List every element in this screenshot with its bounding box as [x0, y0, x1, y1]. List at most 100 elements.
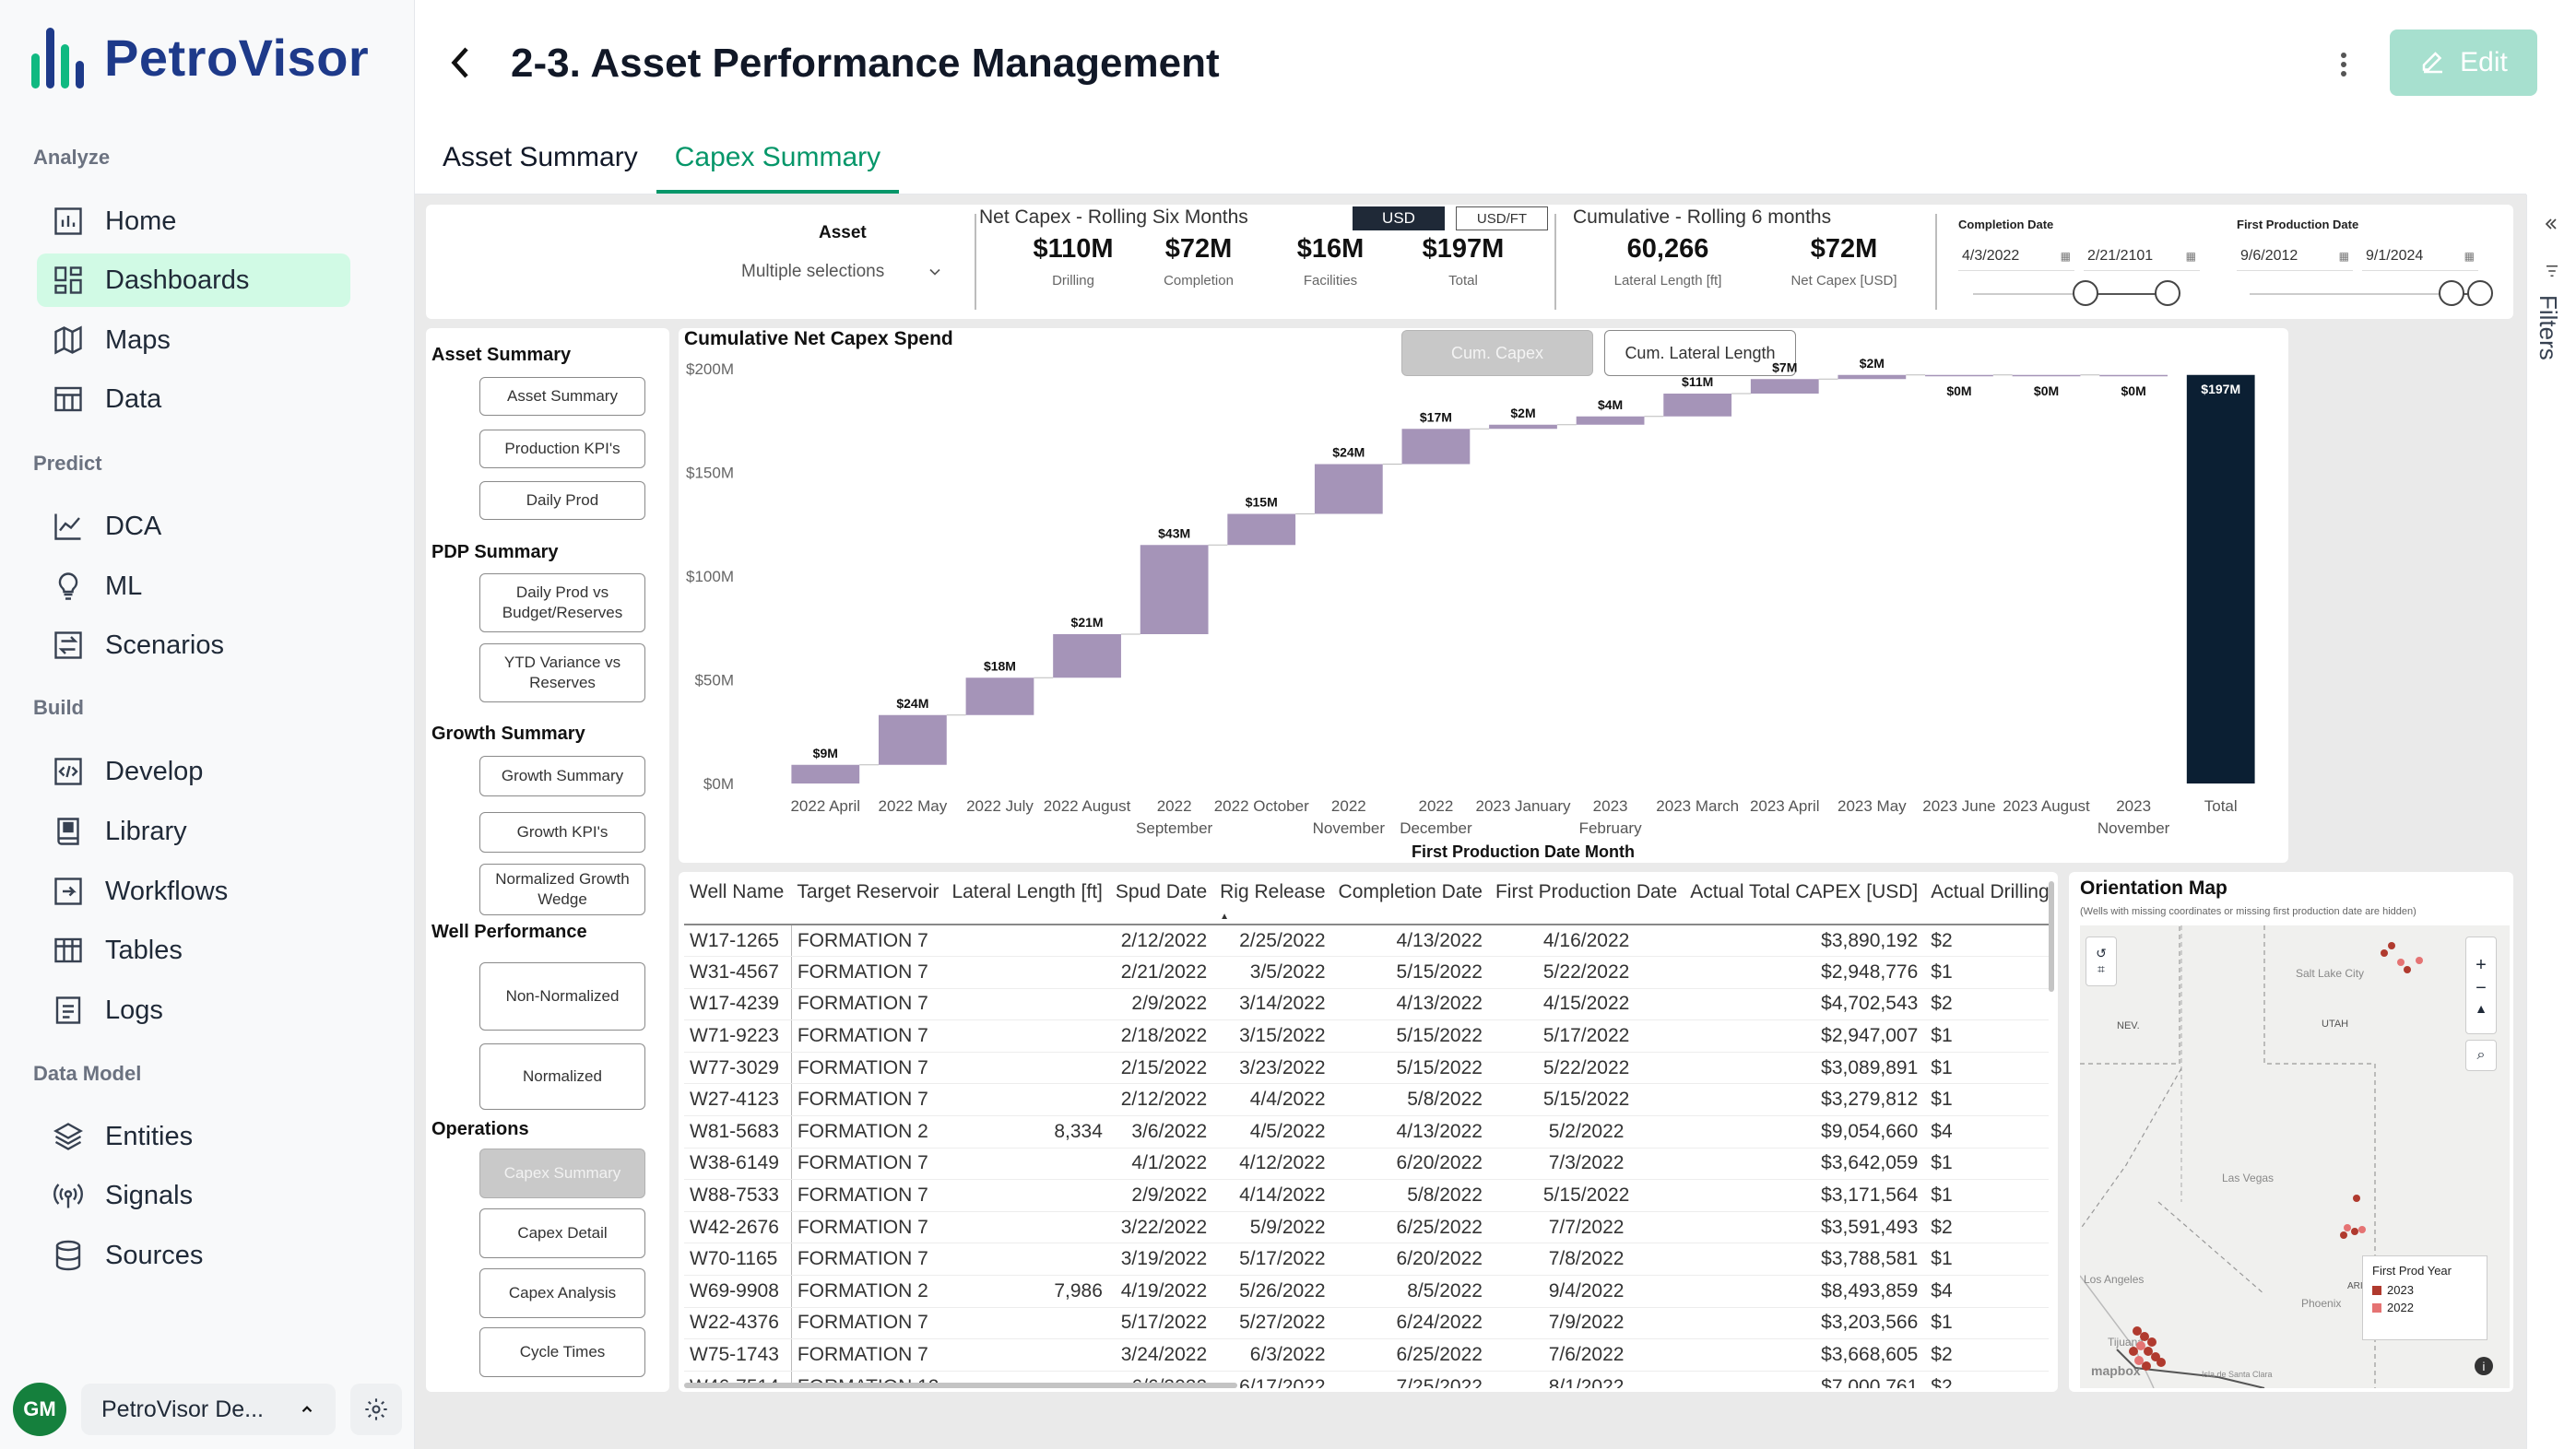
column-header[interactable]: Actual Total CAPEX [USD]	[1684, 876, 1926, 925]
well-marker[interactable]	[2147, 1337, 2157, 1347]
column-header[interactable]: Target Reservoir	[791, 876, 947, 925]
well-marker[interactable]	[2134, 1356, 2144, 1365]
table-row[interactable]: W17-4239 FORMATION 7 2/9/2022 3/14/2022 4/13…	[684, 988, 2049, 1021]
column-header[interactable]: First Production Date	[1489, 876, 1685, 925]
completion-date-from[interactable]: 4/3/2022 ▦	[1958, 242, 2074, 271]
well-marker[interactable]	[2344, 1224, 2351, 1231]
well-marker[interactable]	[2129, 1347, 2138, 1356]
map-draw-tools[interactable]: ↺ ⌗	[2086, 937, 2117, 986]
completion-slider-end-handle[interactable]	[2155, 280, 2180, 306]
sidebar-item-maps[interactable]: Maps	[37, 313, 350, 367]
column-header[interactable]: Spud Date	[1109, 876, 1215, 925]
vertical-scrollbar[interactable]	[2049, 881, 2054, 992]
workspace-selector[interactable]: PetroVisor De...	[81, 1384, 336, 1435]
well-marker[interactable]	[2388, 942, 2395, 949]
nav-capex-detail-button[interactable]: Capex Detail	[479, 1208, 645, 1258]
first-production-date-to[interactable]: 9/1/2024 ▦	[2362, 242, 2478, 271]
well-marker[interactable]	[2140, 1332, 2149, 1341]
well-marker[interactable]	[2397, 959, 2405, 966]
well-marker[interactable]	[2340, 1231, 2347, 1239]
sidebar-item-tables[interactable]: Tables	[37, 924, 350, 977]
unit-usd-ft-button[interactable]: USD/FT	[1456, 206, 1548, 230]
column-header[interactable]: Rig Release ▲	[1214, 876, 1333, 925]
column-header[interactable]: Well Name	[684, 876, 792, 925]
well-marker[interactable]	[2353, 1195, 2360, 1202]
well-marker[interactable]	[2144, 1347, 2153, 1356]
table-row[interactable]: W31-4567 FORMATION 7 2/21/2022 3/5/2022 5/15…	[684, 956, 2049, 989]
column-header[interactable]: Completion Date	[1332, 876, 1490, 925]
nav-production-kpis-button[interactable]: Production KPI's	[479, 430, 645, 468]
nav-ytd-variance-button[interactable]: YTD Variance vs Reserves	[479, 643, 645, 702]
table-row[interactable]: W71-9223 FORMATION 7 2/18/2022 3/15/2022 5/1…	[684, 1019, 2049, 1053]
sidebar-item-workflows[interactable]: Workflows	[37, 865, 350, 918]
nav-capex-analysis-button[interactable]: Capex Analysis	[479, 1268, 645, 1318]
first-production-date-from[interactable]: 9/6/2012 ▦	[2237, 242, 2353, 271]
table-row[interactable]: W81-5683 FORMATION 2 8,334 3/6/2022 4/5/2022…	[684, 1115, 2049, 1149]
table-row[interactable]: W88-7533 FORMATION 7 2/9/2022 4/14/2022 5/8/…	[684, 1179, 2049, 1212]
info-icon[interactable]: i	[2475, 1357, 2493, 1375]
well-marker[interactable]	[2142, 1361, 2151, 1371]
map-search-button[interactable]: ⌕	[2465, 1040, 2497, 1071]
nav-asset-summary-button[interactable]: Asset Summary	[479, 377, 645, 416]
cum-lateral-length-toggle[interactable]: Cum. Lateral Length	[1604, 330, 1796, 376]
well-marker[interactable]	[2358, 1226, 2366, 1233]
edit-button[interactable]: Edit	[2390, 29, 2537, 96]
first-production-slider-start-handle[interactable]	[2439, 280, 2464, 306]
avatar[interactable]: GM	[13, 1383, 66, 1436]
nav-non-normalized-button[interactable]: Non-Normalized	[479, 962, 645, 1031]
table-row[interactable]: W27-4123 FORMATION 7 2/12/2022 4/4/2022 5/8/…	[684, 1083, 2049, 1117]
column-header[interactable]: Actual Drilling CAP	[1925, 876, 2049, 925]
asset-slicer[interactable]: Multiple selections	[738, 254, 951, 289]
table-row[interactable]: W69-9908 FORMATION 2 7,986 4/19/2022 5/26/20…	[684, 1275, 2049, 1308]
sidebar-item-scenarios[interactable]: Scenarios	[37, 618, 350, 672]
tab-capex-summary[interactable]: Capex Summary	[656, 135, 900, 194]
back-button[interactable]	[444, 41, 478, 85]
well-marker[interactable]	[2381, 949, 2388, 957]
sidebar-item-ml[interactable]: ML	[37, 560, 350, 613]
sidebar-item-signals[interactable]: Signals	[37, 1169, 350, 1222]
nav-growth-summary-button[interactable]: Growth Summary	[479, 756, 645, 796]
nav-normalized-button[interactable]: Normalized	[479, 1043, 645, 1110]
sidebar-item-data[interactable]: Data	[37, 372, 350, 426]
logo[interactable]: PetroVisor	[31, 26, 369, 88]
compass-icon[interactable]: ▲	[2475, 1001, 2487, 1016]
table-row[interactable]: W42-2676 FORMATION 7 3/22/2022 5/9/2022 6/25…	[684, 1211, 2049, 1244]
filters-label[interactable]: Filters	[2535, 295, 2562, 360]
horizontal-scrollbar[interactable]	[684, 1383, 1237, 1388]
nav-capex-summary-button[interactable]: Capex Summary	[479, 1149, 645, 1198]
well-marker[interactable]	[2157, 1358, 2166, 1367]
sidebar-item-entities[interactable]: Entities	[37, 1110, 350, 1163]
well-marker[interactable]	[2416, 957, 2423, 964]
sidebar-item-home[interactable]: Home	[37, 194, 350, 248]
tab-asset-summary[interactable]: Asset Summary	[443, 142, 638, 172]
nav-daily-prod-vs-budget-button[interactable]: Daily Prod vs Budget/Reserves	[479, 573, 645, 632]
filters-pane[interactable]	[2526, 194, 2576, 1449]
lasso-icon[interactable]: ↺	[2096, 946, 2107, 960]
unit-usd-button[interactable]: USD	[1353, 206, 1445, 230]
well-marker[interactable]	[2351, 1228, 2358, 1235]
select-box-icon[interactable]: ⌗	[2097, 961, 2105, 976]
nav-cycle-times-button[interactable]: Cycle Times	[479, 1327, 645, 1377]
column-header[interactable]: Lateral Length [ft]	[946, 876, 1110, 925]
first-production-slider-end-handle[interactable]	[2467, 280, 2493, 306]
well-marker[interactable]	[2133, 1326, 2142, 1336]
nav-normalized-growth-wedge-button[interactable]: Normalized Growth Wedge	[479, 864, 645, 915]
table-row[interactable]: W17-1265 FORMATION 7 2/12/2022 2/25/2022 4/1…	[684, 925, 2049, 958]
sidebar-item-logs[interactable]: Logs	[37, 984, 350, 1037]
more-options-button[interactable]	[2333, 46, 2355, 83]
zoom-out-icon[interactable]: −	[2476, 978, 2487, 998]
table-row[interactable]: W75-1743 FORMATION 7 3/24/2022 6/3/2022 6/25…	[684, 1338, 2049, 1372]
completion-date-to[interactable]: 2/21/2101 ▦	[2084, 242, 2200, 271]
sidebar-item-dca[interactable]: DCA	[37, 500, 350, 553]
table-row[interactable]: W38-6149 FORMATION 7 4/1/2022 4/12/2022 6/20…	[684, 1148, 2049, 1181]
table-row[interactable]: W22-4376 FORMATION 7 5/17/2022 5/27/2022 6/2…	[684, 1307, 2049, 1340]
cum-capex-toggle[interactable]: Cum. Capex	[1401, 330, 1593, 376]
well-marker[interactable]	[2404, 966, 2411, 973]
table-row[interactable]: W77-3029 FORMATION 7 2/15/2022 3/23/2022 5/1…	[684, 1052, 2049, 1085]
sidebar-item-develop[interactable]: Develop	[37, 745, 350, 798]
settings-button[interactable]	[350, 1384, 402, 1435]
table-row[interactable]: W70-1165 FORMATION 7 3/19/2022 5/17/2022 6/2…	[684, 1243, 2049, 1277]
sidebar-item-sources[interactable]: Sources	[37, 1229, 350, 1282]
nav-daily-prod-button[interactable]: Daily Prod	[479, 481, 645, 520]
sidebar-item-library[interactable]: Library	[37, 805, 350, 858]
